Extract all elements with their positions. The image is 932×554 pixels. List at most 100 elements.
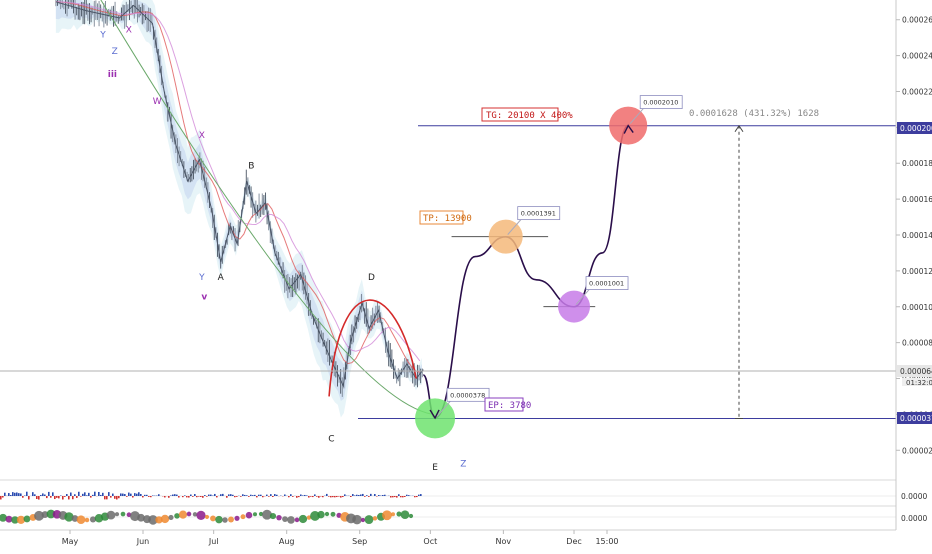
oscillator-bar [84,492,86,496]
oscillator-dot [179,511,187,519]
oscillator-dot [168,515,173,520]
x-tick-label: Jul [208,537,219,546]
oscillator-bar [28,496,30,499]
oscillator-bar [242,494,244,496]
oscillator-bar [270,494,272,496]
oscillator-bar [72,496,74,499]
measure-label: 0.0001628 (431.32%) 1628 [689,109,819,119]
oscillator-bar [368,496,370,497]
oscillator-bar [186,496,188,497]
oscillator-bar [46,496,48,498]
oscillator-dot [85,518,90,523]
oscillator-bar [32,492,34,496]
ep-price-value: 0.0000377 [900,414,932,423]
inner-band [56,0,422,401]
oscillator-bar [194,494,196,496]
oscillator-bar [420,494,422,496]
oscillator-dot [210,516,216,522]
oscillator-dot [77,515,86,524]
oscillator-bar [370,494,372,496]
oscillator-bar [244,495,246,496]
y-axis[interactable]: 0.00002000.00004000.00006000.00008000.00… [896,0,932,530]
y-tick-label: 0.0001400 [902,231,932,240]
oscillator-bar [64,496,66,497]
last-price-tag: 0.0000642 01:32:01 [897,365,932,387]
oscillator-bar [54,496,56,499]
last-price-value: 0.0000642 [900,367,932,376]
oscillator-dot [246,512,253,519]
oscillator-bar [312,496,314,497]
oscillator-bar [230,494,232,496]
y-tick-label: 0.0000200 [902,446,932,455]
oscillator-bar [14,493,16,496]
oscillator-bar [308,496,310,498]
wave-label: W [153,97,162,107]
x-tick-label: Dec [566,537,581,546]
oscillator-bar [418,495,420,496]
x-tick-label: Oct [423,537,437,546]
oscillator-bar [144,495,146,496]
oscillator-bar [362,494,364,496]
oscillator-bar [350,496,352,497]
oscillator-bar [384,495,386,496]
oscillator-bar [268,496,270,497]
wave-label: C [328,434,334,444]
oscillator-bar [344,494,346,496]
oscillator-dot [282,516,288,522]
oscillator-bar [316,496,318,497]
oscillator-bar [252,495,254,496]
ep-label: EP: 3780 [488,401,531,411]
x-tick-label: Sep [352,537,367,546]
oscillator-bar [318,496,320,498]
wave-labels: YXZiiiWXXBYAvDCEZ [0,25,466,473]
oscillator-dot [115,512,119,516]
oscillator-bar [108,492,110,496]
oscillator-pane-2[interactable] [0,506,896,525]
callout-label: 0.0000378 [450,391,485,399]
oscillator-dot [295,518,300,523]
oscillator-bar [302,495,304,496]
oscillator-bar [164,496,166,497]
oscillator-bar [120,493,122,496]
oscillator-dot [107,511,116,520]
oscillator-bar [404,496,406,497]
oscillator-bar [274,494,276,496]
oscillator-bar [290,494,292,496]
oscillator-bar [296,496,298,498]
oscillator-dot [352,515,361,524]
oscillator-bar [402,496,404,497]
y-tick-label: 0.0001800 [902,159,932,168]
oscillator-bar [356,495,358,496]
oscillator-bar [266,495,268,496]
volatility-bands [56,0,422,417]
projection-arrows [430,126,633,418]
oscillator-bar [70,493,72,496]
x-tick-label: 15:00 [595,537,618,546]
ep-price-tag: 0.0000377 [897,412,932,424]
oscillator-pane-1[interactable] [0,480,896,500]
oscillator-bar [102,493,104,496]
wave-label: D [368,273,375,283]
oscillator-bar [188,496,190,498]
oscillator-bar [100,495,102,496]
oscillator-bar [196,496,198,497]
oscillator-bar [42,493,44,496]
oscillator-dot [234,516,239,521]
callout-label: 0.0001391 [521,210,556,218]
oscillator-bar [216,496,218,497]
tp-label: TP: 13900 [423,214,472,224]
oscillator-bar [206,496,208,497]
wave-label: Z [460,459,466,469]
oscillator-bar [354,495,356,496]
oscillator-bar [128,493,130,496]
oscillator-bar [52,492,54,496]
wave-label: Y [99,31,106,41]
oscillator-bar [262,496,264,497]
oscillator-bar [26,492,28,496]
oscillator-dot [270,513,276,519]
x-tick-label: May [62,537,79,546]
